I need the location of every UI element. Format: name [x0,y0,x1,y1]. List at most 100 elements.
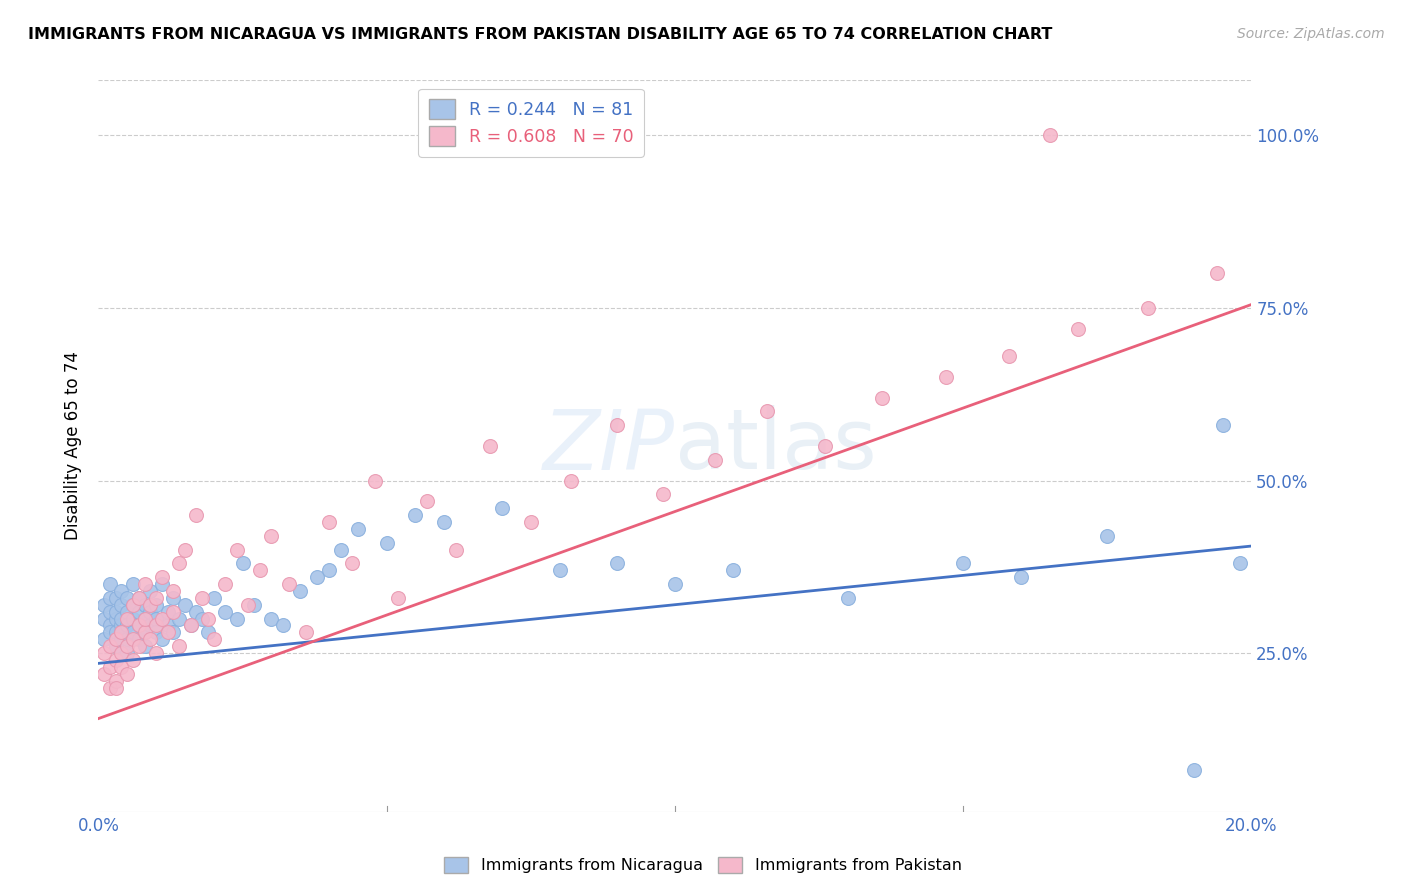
Point [433,515,456,529]
Point [104,681,127,695]
Point [191,591,214,605]
Point [167,557,190,571]
Point [156,625,179,640]
Point [491,501,513,516]
Point [134,577,156,591]
Point [162,625,184,640]
Point [117,618,139,632]
Point [139,618,162,632]
Point [122,625,145,640]
Point [260,611,283,625]
Point [1212,418,1234,433]
Point [110,660,132,674]
Point [277,577,299,591]
Point [134,625,156,640]
Point [479,439,502,453]
Point [128,591,150,605]
Point [150,611,173,625]
Point [364,474,387,488]
Point [110,618,132,632]
Point [225,611,247,625]
Point [98,681,121,695]
Point [174,598,197,612]
Point [606,557,628,571]
Point [167,611,190,625]
Point [93,632,115,647]
Point [162,583,184,598]
Point [134,598,156,612]
Point [150,570,173,584]
Point [1039,128,1062,143]
Point [134,625,156,640]
Point [238,598,260,612]
Point [98,639,121,653]
Point [104,673,127,688]
Point [150,577,173,591]
Point [93,666,115,681]
Point [150,632,173,647]
Point [1097,529,1119,543]
Point [110,632,132,647]
Point [271,618,294,632]
Point [117,611,139,625]
Point [139,598,162,612]
Point [122,598,145,612]
Point [156,605,179,619]
Point [93,646,115,660]
Point [935,370,957,384]
Point [162,591,184,605]
Point [1067,321,1090,335]
Point [145,591,167,605]
Y-axis label: Disability Age 65 to 74: Disability Age 65 to 74 [65,351,83,541]
Point [202,632,225,647]
Point [117,605,139,619]
Point [197,611,219,625]
Point [249,563,271,577]
Point [156,618,179,632]
Point [756,404,779,418]
Point [128,632,150,647]
Point [1205,267,1227,281]
Point [186,605,208,619]
Text: atlas: atlas [675,406,876,486]
Point [872,391,894,405]
Point [295,625,318,640]
Point [134,611,156,625]
Point [837,591,859,605]
Point [93,598,115,612]
Point [260,529,283,543]
Point [110,646,132,660]
Point [134,639,156,653]
Point [128,639,150,653]
Point [122,611,145,625]
Point [174,542,197,557]
Point [104,653,127,667]
Point [375,535,398,549]
Point [117,591,139,605]
Point [110,625,132,640]
Point [104,605,127,619]
Point [104,639,127,653]
Legend: Immigrants from Nicaragua, Immigrants from Pakistan: Immigrants from Nicaragua, Immigrants fr… [437,850,969,880]
Point [548,563,571,577]
Point [520,515,543,529]
Point [98,591,121,605]
Point [117,632,139,647]
Point [162,605,184,619]
Point [560,474,582,488]
Point [145,646,167,660]
Point [122,577,145,591]
Point [405,508,427,522]
Point [290,583,312,598]
Text: Source: ZipAtlas.com: Source: ZipAtlas.com [1237,27,1385,41]
Point [104,625,127,640]
Point [180,618,202,632]
Point [117,666,139,681]
Point [214,605,236,619]
Point [128,618,150,632]
Point [180,618,202,632]
Point [139,632,162,647]
Point [98,605,121,619]
Text: IMMIGRANTS FROM NICARAGUA VS IMMIGRANTS FROM PAKISTAN DISABILITY AGE 65 TO 74 CO: IMMIGRANTS FROM NICARAGUA VS IMMIGRANTS … [28,27,1053,42]
Legend: R = 0.244   N = 81, R = 0.608   N = 70: R = 0.244 N = 81, R = 0.608 N = 70 [419,89,644,157]
